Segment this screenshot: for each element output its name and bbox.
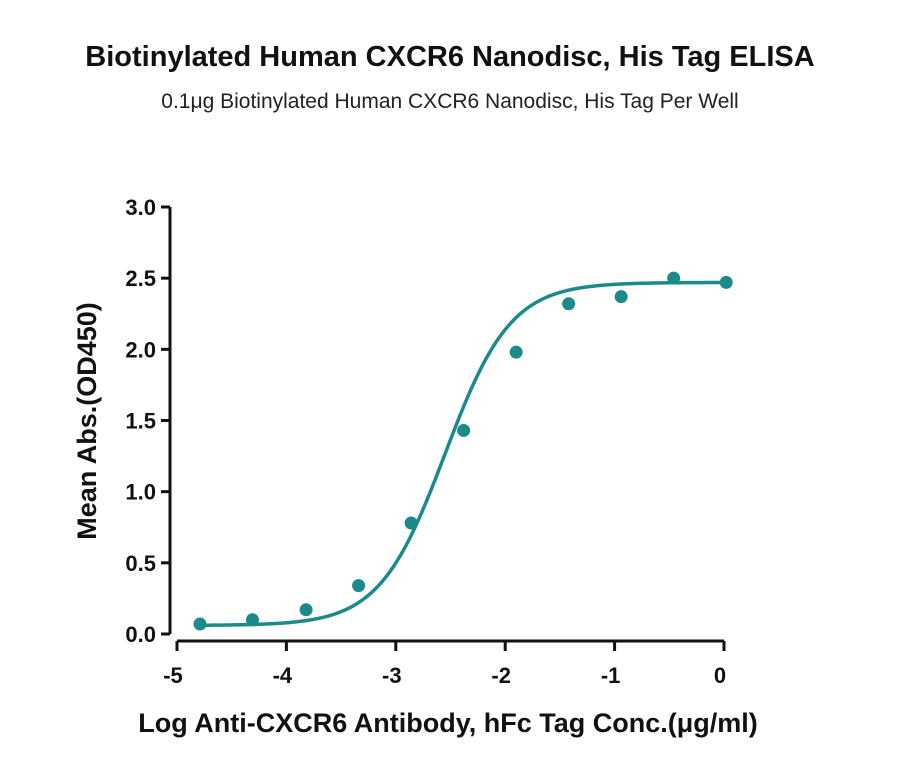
data-point	[352, 579, 366, 593]
data-point	[193, 617, 207, 631]
data-point	[562, 297, 576, 311]
x-tick-label: -1	[601, 663, 621, 688]
data-point	[245, 613, 259, 627]
y-tick-label: 0.0	[125, 622, 156, 647]
x-axis-label: Log Anti-CXCR6 Antibody, hFc Tag Conc.(μ…	[138, 708, 757, 738]
data-point	[457, 423, 471, 437]
data-point	[509, 345, 523, 359]
data-point	[299, 603, 313, 617]
x-tick-label: 0	[714, 663, 726, 688]
y-axis-label: Mean Abs.(OD450)	[72, 302, 102, 540]
y-tick-label: 3.0	[125, 195, 156, 220]
y-axis-ticks: 0.0 0.5 1.0 1.5 2.0 2.5 3.0	[125, 195, 170, 647]
chart-title: Biotinylated Human CXCR6 Nanodisc, His T…	[85, 41, 814, 73]
y-tick-label: 2.5	[125, 266, 156, 291]
x-tick-label: -4	[273, 663, 293, 688]
x-tick-label: -3	[382, 663, 402, 688]
y-tick-label: 0.5	[125, 551, 156, 576]
chart-subtitle: 0.1μg Biotinylated Human CXCR6 Nanodisc,…	[161, 90, 738, 113]
fit-curve	[199, 280, 727, 628]
data-points	[193, 271, 733, 631]
data-point	[719, 275, 733, 289]
y-tick-label: 1.5	[125, 409, 156, 434]
data-point	[667, 271, 681, 285]
x-axis-ticks: -5 -4 -3 -2 -1 0	[163, 641, 726, 688]
data-point	[404, 516, 418, 530]
y-tick-label: 1.0	[125, 480, 156, 505]
data-point	[614, 290, 628, 304]
x-tick-label: -5	[163, 663, 183, 688]
y-tick-label: 2.0	[125, 337, 156, 362]
x-tick-label: -2	[491, 663, 511, 688]
